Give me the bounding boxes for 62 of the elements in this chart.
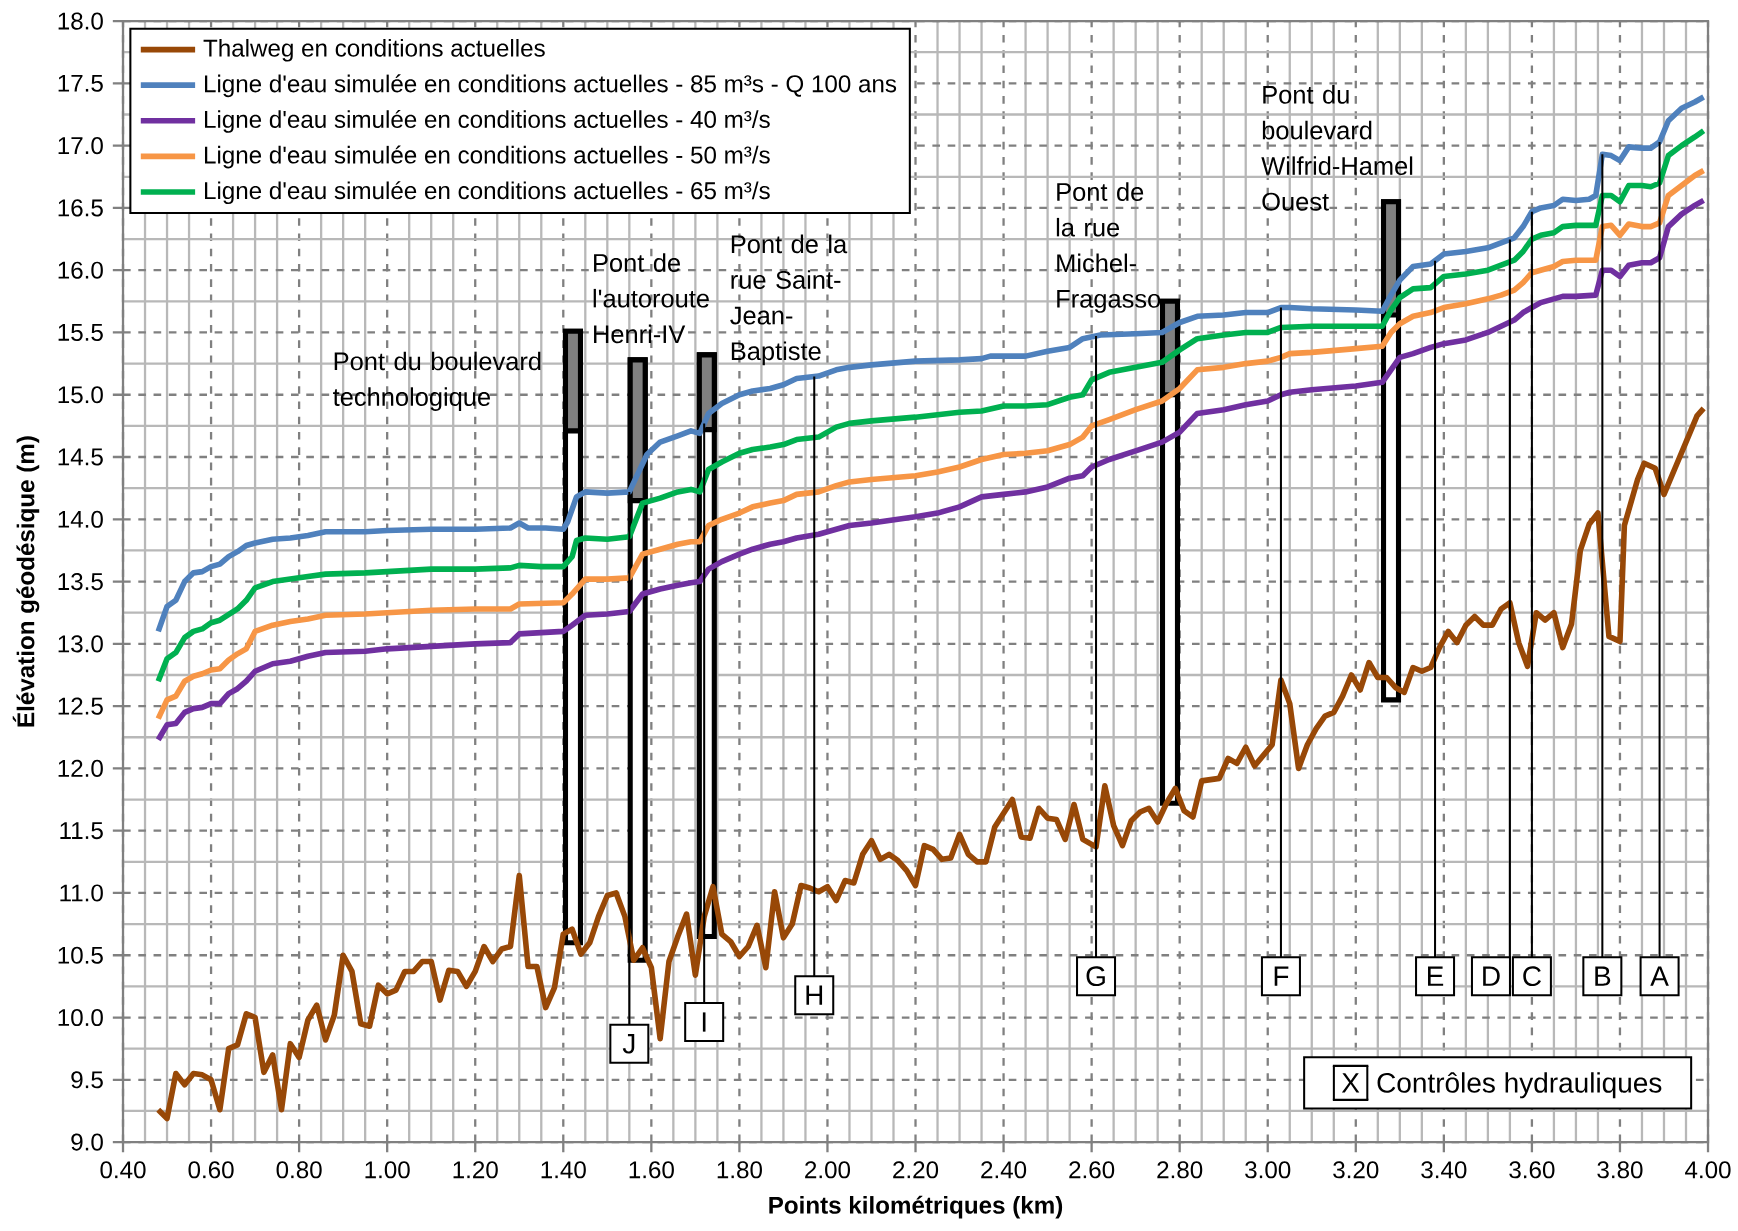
ref-line-label: I <box>702 1012 706 1032</box>
legend-label: Ligne d'eau simulée en conditions actuelles - 40 m³/s <box>205 109 770 133</box>
ref-line-label: F <box>1274 966 1289 986</box>
x-tick-label: 1.20 <box>453 1161 498 1179</box>
y-tick-label: 12.5 <box>58 697 103 715</box>
ref-line-label: H <box>806 985 823 1005</box>
x-tick-label: 2.20 <box>893 1161 939 1179</box>
x-tick-label: 2.40 <box>981 1161 1027 1179</box>
x-axis-title: Points kilométriques (km) <box>769 1195 1063 1219</box>
ref-line-label: C <box>1523 966 1541 987</box>
y-tick-label: 15.0 <box>58 386 103 404</box>
annotation: Pont de l'autoroute Henri-IV <box>593 253 709 344</box>
y-axis-title: Élévation géodésique (m) <box>12 436 40 727</box>
x-tick-label: 3.80 <box>1597 1161 1643 1179</box>
annotation: Pont du boulevard technologique <box>333 351 541 411</box>
y-tick-label: 17.5 <box>58 74 103 92</box>
x-tick-label: 2.00 <box>805 1161 851 1179</box>
x-tick-label: 2.80 <box>1157 1161 1203 1179</box>
y-tick-label: 11.0 <box>60 884 103 902</box>
y-tick-label: 13.0 <box>58 635 103 653</box>
annotation: Pont du boulevard Wilfrid-Hamel Ouest <box>1261 85 1413 211</box>
y-tick-label: 17.0 <box>58 137 103 155</box>
x-tick-label: 0.40 <box>100 1161 146 1179</box>
ref-line-label: G <box>1086 966 1105 987</box>
legend-label: Ligne d'eau simulée en conditions actuelles - 50 m³/s <box>205 145 770 169</box>
legend-label: Thalweg en conditions actuelles <box>203 38 545 62</box>
x-tick-label: 3.60 <box>1509 1161 1555 1179</box>
legend-label: Ligne d'eau simulée en conditions actuelles - 65 m³/s <box>205 181 770 204</box>
y-tick-label: 9.5 <box>71 1071 103 1089</box>
ref-line-label: J <box>622 1034 635 1054</box>
x-tick-label: 0.80 <box>276 1161 322 1179</box>
x-tick-label: 3.40 <box>1421 1161 1467 1179</box>
x-tick-label: 4.00 <box>1685 1161 1731 1179</box>
x-tick-label: 3.20 <box>1333 1161 1379 1179</box>
y-tick-label: 14.5 <box>58 448 103 466</box>
y-tick-label: 9.0 <box>71 1133 103 1151</box>
y-tick-label: 16.5 <box>58 199 103 217</box>
x-tick-label: 1.00 <box>365 1161 410 1179</box>
ref-line-label: D <box>1483 966 1500 986</box>
y-tick-label: 14.0 <box>58 510 103 528</box>
annotation: Contrôles hydrauliques <box>1377 1072 1662 1099</box>
x-tick-label: 0.60 <box>188 1161 234 1179</box>
y-tick-label: 13.5 <box>58 572 103 591</box>
y-tick-label: 11.5 <box>60 822 103 840</box>
annotation: Pont de la rue Michel-Fragasso <box>1056 182 1161 313</box>
x-tick-label: 1.60 <box>629 1161 674 1179</box>
x-tick-label: 3.00 <box>1245 1161 1291 1179</box>
y-tick-label: 16.0 <box>58 261 103 279</box>
y-tick-label: 10.5 <box>58 946 103 964</box>
legend-label: Ligne d'eau simulée en conditions actuelles - 85 m³s - Q 100 ans <box>205 74 897 98</box>
y-tick-label: 18.0 <box>58 12 103 30</box>
ref-line-label: A <box>1650 966 1669 986</box>
x-tick-label: 1.80 <box>717 1161 762 1179</box>
ref-line-label: B <box>1595 966 1611 986</box>
annotation: Pont de la rue Saint-Jean-Baptiste <box>730 234 848 366</box>
y-tick-label: 12.0 <box>58 759 103 777</box>
x-tick-label: 2.60 <box>1069 1161 1115 1179</box>
x-tick-label: 1.40 <box>541 1161 586 1179</box>
annotation: X <box>1341 1073 1360 1093</box>
y-tick-label: 15.5 <box>58 323 103 341</box>
y-tick-label: 10.0 <box>58 1008 103 1027</box>
ref-line-label: E <box>1428 966 1444 986</box>
